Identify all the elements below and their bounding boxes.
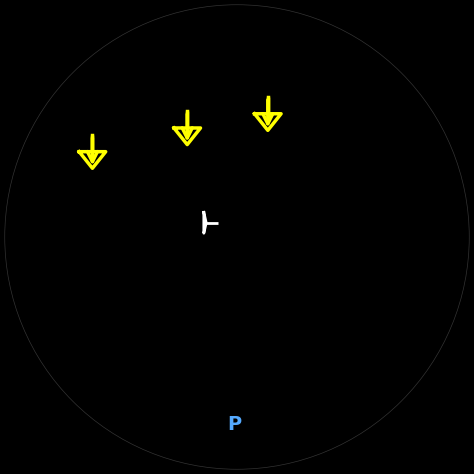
Text: P: P <box>228 415 242 434</box>
